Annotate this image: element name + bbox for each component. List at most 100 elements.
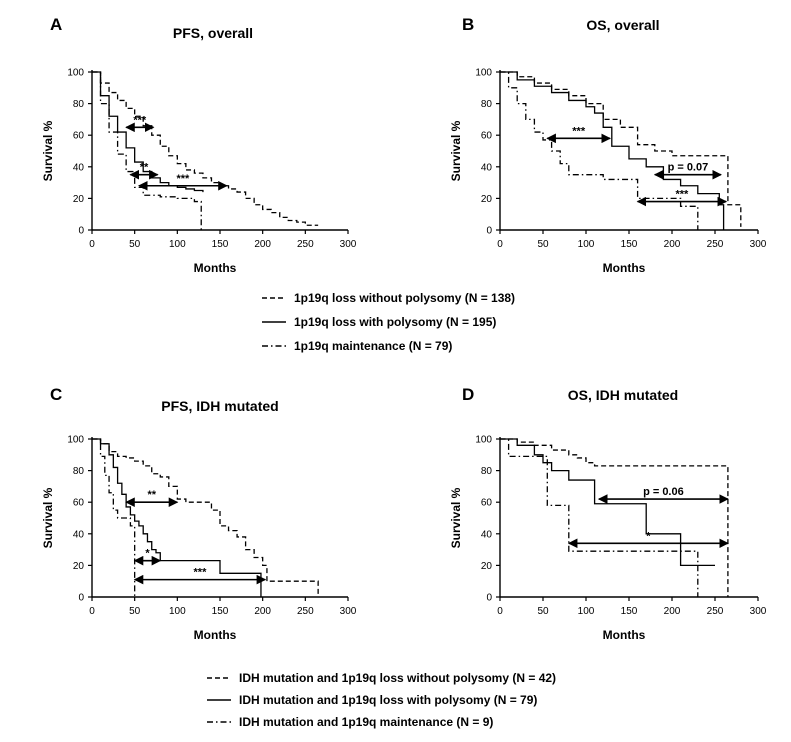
x-tick-label: 50 [537,606,549,617]
y-tick-label: 60 [73,131,85,142]
x-axis-label: Months [603,261,646,275]
x-tick-label: 300 [750,606,767,617]
legend-label: IDH mutation and 1p19q loss without poly… [239,671,556,685]
legend-label: 1p19q maintenance (N = 79) [294,339,452,353]
panel-letter: D [462,385,474,404]
x-tick-label: 0 [89,239,95,250]
panel-letter: B [462,15,474,34]
y-axis-label: Survival % [449,487,463,548]
legend-top: 1p19q loss without polysomy (N = 138) 1p1… [262,291,515,353]
y-tick-label: 100 [475,435,492,446]
significance-label: *** [675,189,689,201]
significance-label: * [646,530,651,542]
y-tick-label: 60 [73,498,85,509]
significance-label: * [145,548,150,560]
y-axis-label: Survival % [41,120,55,181]
x-tick-label: 200 [254,606,271,617]
legend-label: IDH mutation and 1p19q maintenance (N = … [239,715,493,729]
x-tick-label: 0 [89,606,95,617]
x-axis-label: Months [603,628,646,642]
y-tick-label: 80 [73,466,85,477]
x-tick-label: 100 [169,606,186,617]
series-line-dash [500,71,742,227]
y-tick-label: 60 [481,498,493,509]
x-tick-label: 250 [707,239,724,250]
series-line-solid [92,438,262,597]
y-tick-label: 40 [481,529,493,540]
x-tick-label: 150 [212,239,229,250]
significance-label: p = 0.07 [668,162,709,174]
y-tick-label: 80 [481,99,493,110]
y-tick-label: 80 [73,99,85,110]
x-tick-label: 50 [537,239,549,250]
x-tick-label: 200 [254,239,271,250]
panel-title: OS, overall [586,17,659,33]
y-tick-label: 0 [78,226,84,237]
y-tick-label: 40 [481,162,493,173]
panel-title: PFS, IDH mutated [161,398,278,414]
panel-title: PFS, overall [173,25,253,41]
significance-label: *** [572,125,586,137]
y-tick-label: 40 [73,162,85,173]
panel-letter: C [50,385,62,404]
panel-title: OS, IDH mutated [568,387,678,403]
panel-letter: A [50,15,62,34]
y-tick-label: 0 [486,593,492,604]
x-axis-label: Months [194,261,237,275]
series-line-dashdot [500,71,699,230]
panel-a: A PFS, overall 0 50 100 150 200 250 300 0 20 40 60 80… [41,15,357,275]
x-tick-label: 250 [297,606,314,617]
x-tick-label: 200 [664,239,681,250]
x-tick-label: 250 [707,606,724,617]
x-tick-label: 150 [212,606,229,617]
significance-label: *** [133,114,147,126]
series-line-dash [92,438,319,597]
y-tick-label: 100 [67,68,84,79]
series-line-dash [500,438,729,597]
legend-label: 1p19q loss without polysomy (N = 138) [294,291,515,305]
x-tick-label: 300 [340,239,357,250]
y-tick-label: 80 [481,466,493,477]
y-tick-label: 100 [67,435,84,446]
y-axis-label: Survival % [41,487,55,548]
x-tick-label: 50 [129,606,141,617]
y-tick-label: 60 [481,131,493,142]
x-tick-label: 300 [750,239,767,250]
significance-label: p = 0.06 [643,486,684,498]
x-tick-label: 100 [578,239,595,250]
y-tick-label: 40 [73,529,85,540]
panel-b: B OS, overall 0 50 100 150 200 250 300 0 20 40 60 80 1… [449,15,767,275]
legend-label: 1p19q loss with polysomy (N = 195) [294,315,496,329]
series-line-solid [500,71,725,230]
y-axis-label: Survival % [449,120,463,181]
x-tick-label: 100 [578,606,595,617]
x-tick-label: 300 [340,606,357,617]
series-line-dashdot [92,438,136,597]
x-axis-label: Months [194,628,237,642]
x-tick-label: 150 [621,606,638,617]
x-tick-label: 200 [664,606,681,617]
x-tick-label: 250 [297,239,314,250]
legend-bottom: IDH mutation and 1p19q loss without poly… [207,671,556,729]
y-tick-label: 0 [486,226,492,237]
y-tick-label: 20 [73,561,85,572]
x-tick-label: 0 [497,239,503,250]
series-line-dash [92,71,319,226]
x-tick-label: 100 [169,239,186,250]
legend-label: IDH mutation and 1p19q loss with polysom… [239,693,537,707]
significance-label: *** [194,567,208,579]
series-line-dashdot [500,438,699,597]
y-tick-label: 0 [78,593,84,604]
significance-label: ** [140,162,149,174]
significance-label: ** [147,489,156,501]
x-tick-label: 150 [621,239,638,250]
y-tick-label: 20 [73,194,85,205]
y-tick-label: 100 [475,68,492,79]
panel-d: D OS, IDH mutated 0 50 100 150 200 250 300 0 20 40 6… [449,385,767,642]
y-tick-label: 20 [481,194,493,205]
significance-label: *** [176,173,190,185]
series-line-solid [500,438,715,567]
panel-c: C PFS, IDH mutated 0 50 100 150 200 250 300 0 20 40… [41,385,357,642]
y-tick-label: 20 [481,561,493,572]
